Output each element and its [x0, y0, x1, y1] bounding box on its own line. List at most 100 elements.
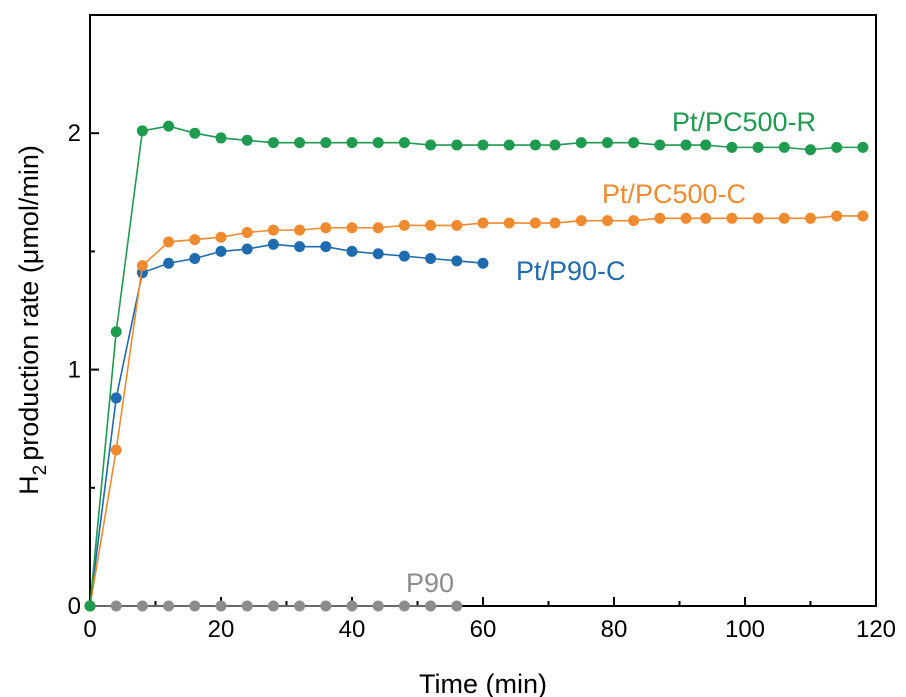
series-p90 — [84, 600, 463, 612]
series-label-pt-pc500-r: Pt/PC500-R — [672, 107, 816, 137]
y-tick-label: 1 — [68, 357, 81, 384]
data-point-pt-pc500-c — [503, 217, 515, 229]
data-point-pt-pc500-r — [805, 144, 816, 156]
data-point-pt-pc500-c — [398, 219, 410, 231]
data-point-pt-pc500-r — [241, 134, 253, 146]
data-point-pt-pc500-r — [575, 137, 587, 149]
series-line-pt-pc500-r — [89, 125, 863, 607]
data-point-pt-pc500-c — [451, 219, 463, 231]
data-point-pt-pc500-c — [654, 212, 666, 224]
data-point-pt-pc500-r — [267, 137, 279, 149]
data-point-pt-pc500-c — [189, 234, 201, 246]
data-point-pt-pc500-r — [778, 141, 790, 153]
data-point-pt-pc500-r — [726, 141, 738, 153]
x-axis-title: Time (min) — [419, 669, 547, 697]
data-point-pt-pc500-c — [346, 222, 358, 234]
data-point-pt-pc500-c — [831, 210, 843, 222]
series-pt-pc500-r — [84, 120, 869, 612]
data-point-pt-pc500-r — [189, 127, 201, 139]
data-point-pt-pc500-c — [628, 215, 640, 227]
y-tick-label: 2 — [68, 120, 81, 147]
y-tick-label: 0 — [68, 593, 81, 620]
data-point-pt-pc500-c — [752, 212, 764, 224]
data-point-pt-pc500-c — [425, 219, 437, 231]
data-point-pt-p90-c — [425, 252, 437, 264]
data-point-pt-pc500-c — [267, 224, 279, 236]
data-point-p90 — [163, 600, 175, 612]
series-label-p90: P90 — [406, 568, 454, 598]
y-axis-title-rest: production rate (μmol/min) — [14, 145, 44, 461]
data-point-pt-p90-c — [267, 238, 279, 250]
data-point-pt-pc500-r — [136, 125, 148, 137]
data-point-p90 — [451, 600, 463, 612]
data-point-pt-pc500-r — [857, 141, 869, 153]
y-axis-title-prefix: H — [14, 475, 44, 495]
data-point-pt-pc500-r — [215, 132, 227, 144]
data-point-pt-pc500-c — [857, 210, 869, 222]
plot-frame — [89, 14, 877, 607]
series-pt-p90-c — [84, 238, 489, 612]
data-point-pt-pc500-c — [241, 226, 253, 238]
series-line-pt-p90-c — [89, 243, 484, 607]
data-point-pt-pc500-r — [163, 120, 175, 132]
data-point-pt-pc500-c — [215, 231, 227, 243]
data-point-pt-pc500-c — [294, 224, 306, 236]
data-point-pt-p90-c — [398, 250, 410, 262]
series-label-pt-pc500-c: Pt/PC500-C — [602, 179, 746, 209]
data-point-pt-pc500-r — [346, 137, 358, 149]
data-point-pt-p90-c — [189, 252, 201, 264]
data-point-pt-p90-c — [477, 257, 489, 269]
data-point-p90 — [425, 600, 437, 612]
y-axis-ticks: 0 1 2 — [68, 14, 99, 620]
data-point-pt-pc500-r — [549, 139, 561, 151]
series-layer — [84, 120, 869, 612]
data-point-pt-pc500-r — [831, 141, 843, 153]
data-point-p90 — [241, 600, 253, 612]
plot-border — [89, 14, 877, 607]
data-point-p90 — [136, 600, 148, 612]
data-point-pt-p90-c — [110, 392, 122, 404]
data-point-p90 — [398, 600, 410, 612]
data-point-pt-pc500-r — [700, 139, 712, 151]
data-point-pt-pc500-c — [601, 215, 613, 227]
data-point-pt-pc500-c — [778, 212, 790, 224]
data-point-pt-pc500-r — [110, 326, 122, 338]
data-point-pt-pc500-c — [549, 217, 561, 229]
data-point-pt-pc500-r — [752, 141, 764, 153]
data-point-pt-p90-c — [215, 245, 227, 257]
data-point-pt-p90-c — [346, 245, 358, 257]
series-pt-pc500-c — [84, 210, 869, 612]
data-point-pt-pc500-c — [477, 217, 489, 229]
data-point-pt-pc500-c — [163, 236, 175, 248]
data-point-p90 — [372, 600, 384, 612]
data-point-pt-pc500-c — [805, 212, 816, 224]
data-point-pt-pc500-c — [136, 260, 148, 272]
x-axis-ticks: 0 20 40 60 80 100 120 — [83, 597, 896, 643]
data-point-pt-pc500-r — [425, 139, 437, 151]
x-tick-label: 0 — [83, 616, 96, 643]
x-tick-label: 100 — [725, 616, 765, 643]
x-tick-label: 40 — [339, 616, 366, 643]
data-point-pt-p90-c — [241, 243, 253, 255]
data-point-pt-p90-c — [320, 241, 332, 253]
x-tick-label: 120 — [856, 616, 896, 643]
data-point-p90 — [215, 600, 227, 612]
data-point-pt-p90-c — [294, 241, 306, 253]
data-point-pt-pc500-c — [700, 212, 712, 224]
data-point-p90 — [320, 600, 332, 612]
data-point-pt-pc500-c — [372, 222, 384, 234]
data-point-pt-p90-c — [451, 255, 463, 267]
y-axis-title: H2 production rate (μmol/min) — [14, 145, 51, 495]
data-point-pt-pc500-r — [654, 139, 666, 151]
x-tick-label: 20 — [208, 616, 235, 643]
data-point-pt-pc500-c — [110, 444, 122, 456]
series-line-pt-pc500-c — [89, 215, 863, 607]
data-point-pt-pc500-r — [372, 137, 384, 149]
data-point-p90 — [267, 600, 279, 612]
data-point-pt-pc500-c — [529, 217, 541, 229]
data-point-p90 — [189, 600, 201, 612]
data-point-pt-pc500-r — [680, 139, 692, 151]
data-point-pt-pc500-r — [84, 600, 96, 612]
x-tick-label: 80 — [601, 616, 628, 643]
